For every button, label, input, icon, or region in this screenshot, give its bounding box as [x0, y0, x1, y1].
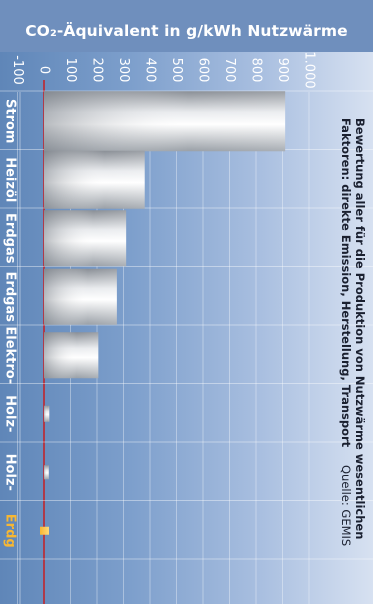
category-label: Holz-	[3, 395, 18, 432]
category-label: Elektro-	[3, 326, 18, 384]
tick-label: 300	[116, 58, 131, 83]
title-band	[0, 0, 373, 52]
category-label: Holz-	[3, 454, 18, 491]
chart-title: CO₂-Äquivalent in g/kWh Nutzwärme	[25, 22, 348, 40]
category-label: Strom	[3, 99, 18, 143]
tick-label: 1.000	[302, 51, 317, 88]
tick-label: 100	[63, 58, 78, 83]
tick-label: 600	[196, 58, 211, 83]
bar-shade-6	[44, 405, 50, 422]
tick-label: -100	[10, 55, 25, 85]
tick-label: 800	[249, 58, 264, 83]
category-label: Erdgas	[3, 213, 18, 264]
annotation-line: Faktoren: direkte Emission, Herstellung,…	[339, 118, 353, 448]
bar-8	[40, 526, 49, 535]
tick-label: 900	[275, 58, 290, 83]
tick-label: 500	[169, 58, 184, 83]
category-label: Heizöl	[3, 157, 18, 202]
category-label: Erdg	[3, 514, 18, 548]
bar-shade-2	[44, 150, 145, 209]
bar-shade-1	[44, 91, 286, 152]
annotation-line: Bewertung aller für die Produktion von N…	[353, 118, 367, 539]
tick-label: 0	[37, 66, 52, 74]
source-label: Quelle: GEMIS	[339, 465, 353, 546]
bar-shade-7	[44, 465, 49, 480]
bar-shade-3	[44, 210, 127, 267]
tick-label: 200	[90, 58, 105, 83]
tick-label: 400	[143, 58, 158, 83]
bar-shade-5	[44, 332, 99, 379]
tick-label: 700	[222, 58, 237, 83]
category-label: Erdgas	[3, 272, 18, 323]
bar-shade-4	[44, 268, 117, 325]
